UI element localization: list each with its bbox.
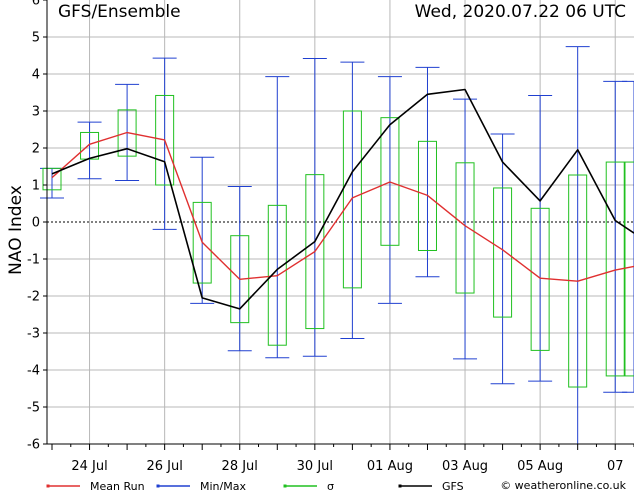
y-tick-label: -2 [27,290,40,305]
x-tick-label: 07 [607,459,624,474]
y-tick-label: 3 [32,105,40,120]
sigma-box [624,161,634,377]
sigma-box [380,117,400,246]
x-tick-label: 24 Jul [71,459,107,474]
sigma-box [267,204,287,346]
legend-label: Min/Max [200,480,246,490]
sigma-box [192,201,212,284]
minmax-layer [40,46,634,445]
y-tick-label: 2 [32,142,40,157]
x-tick-label: 03 Aug [442,459,488,474]
sigma-box [117,109,137,157]
sigma-box [155,94,175,186]
legend-marker [46,484,50,488]
y-tick-label: 1 [32,179,40,194]
y-tick-label: -5 [27,401,40,416]
sigma-box [80,131,100,160]
y-tick-label: 0 [32,216,40,231]
x-tick-label: 01 Aug [367,459,413,474]
legend-label: Mean Run [90,480,145,490]
sigma-box [417,140,437,251]
sigma-box [455,162,475,294]
run-time-label: Wed, 2020.07.22 06 UTC [415,2,626,22]
chart-title: GFS/Ensemble [58,2,181,22]
y-tick-label: 4 [32,68,40,83]
y-tick-label: -4 [27,364,40,379]
y-tick-label: 6 [32,0,40,9]
sigma-box [305,174,325,330]
y-tick-label: 5 [32,31,40,46]
y-tick-labels: -6 -5 -4 -3 -2 -1 0 1 2 3 4 5 6 [27,0,40,453]
sigma-box [42,167,62,191]
legend-label: GFS [442,480,464,490]
x-tick-label: 05 Aug [517,459,563,474]
sigma-box [493,187,513,318]
y-tick-label: -1 [27,253,40,268]
y-axis-label: NAO Index [6,185,26,275]
legend-label: σ [327,480,334,490]
y-tick-label: -3 [27,327,40,342]
sigma-layer [42,94,634,388]
legend-marker [283,484,287,488]
legend-marker [156,484,160,488]
x-tick-label: 30 Jul [297,459,333,474]
legend-marker [398,484,402,488]
axes [43,0,634,450]
gfs-line [51,88,634,310]
x-tick-label: 26 Jul [146,459,182,474]
y-tick-label: -6 [27,438,40,453]
x-tick-labels: 24 Jul 26 Jul 28 Jul 30 Jul 01 Aug 03 Aug 05 A… [71,459,623,474]
mean-run-line [51,131,634,282]
sigma-box [342,110,362,289]
legend: Mean Run Min/Max σ GFS [46,480,464,490]
x-tick-label: 28 Jul [222,459,258,474]
sigma-box [230,235,250,324]
watermark: © weatheronline.co.uk [500,479,626,490]
series-layer [51,88,634,310]
